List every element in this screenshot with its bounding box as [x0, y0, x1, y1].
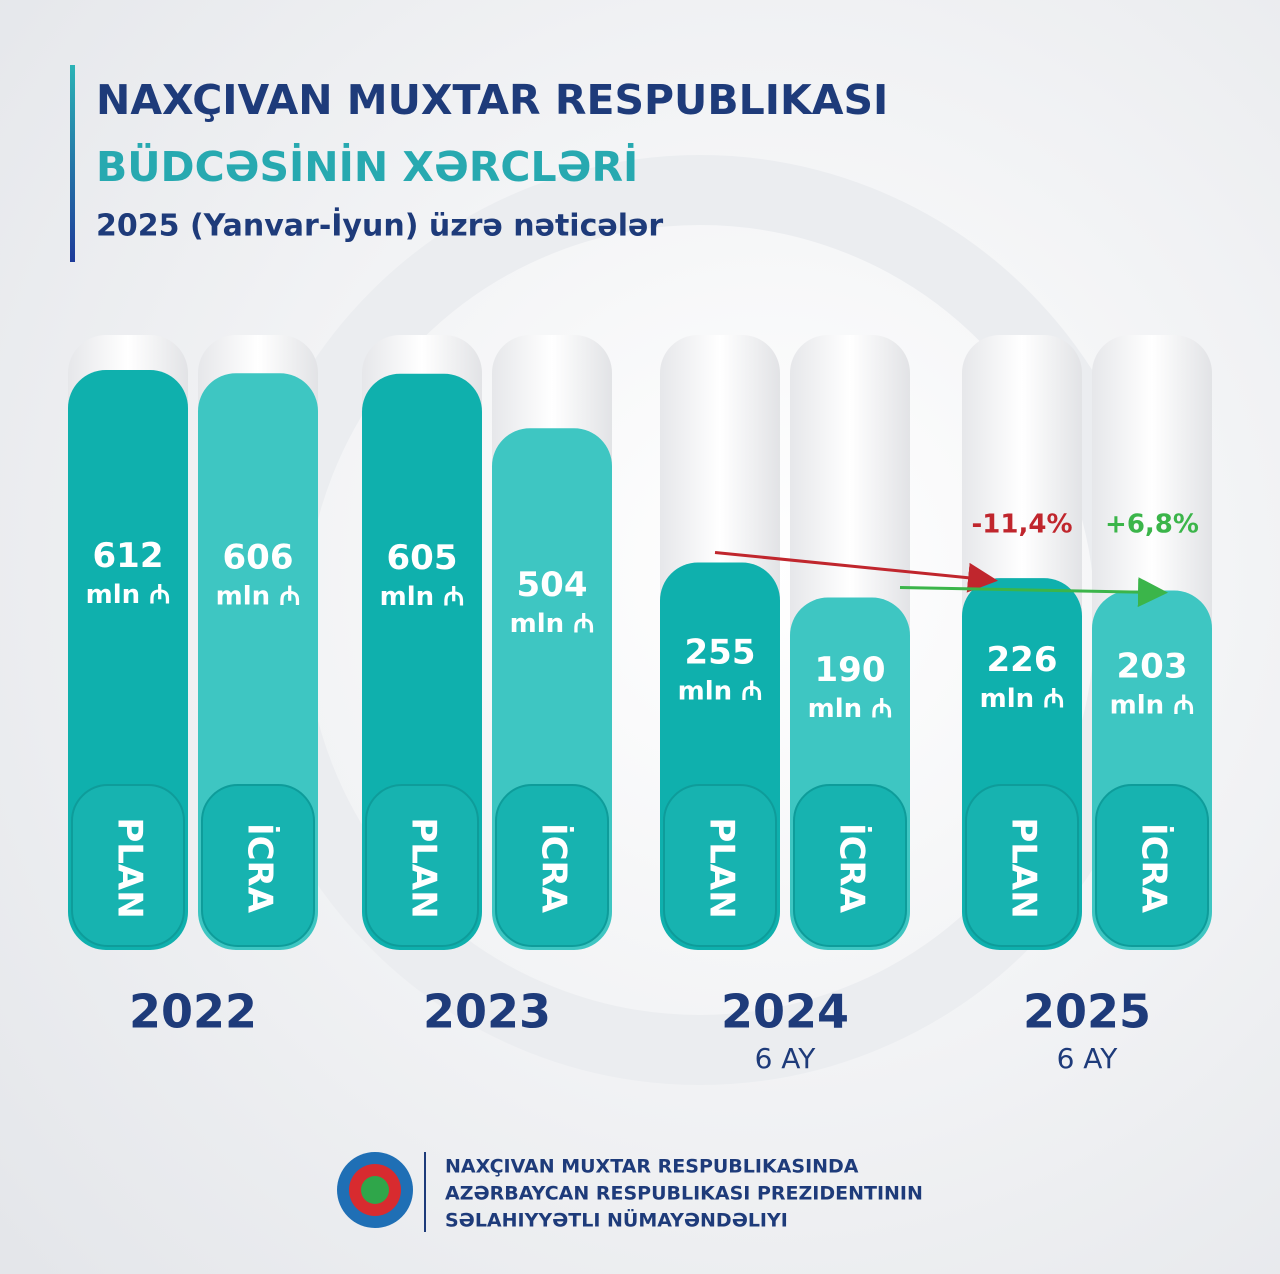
- value-label: 255: [685, 632, 756, 672]
- title: BÜDCƏSİNİN XƏRCLƏRİ: [96, 143, 638, 191]
- footer: NAXÇIVAN MUXTAR RESPUBLIKASINDA AZƏRBAYC…: [337, 1152, 923, 1232]
- bar-label-pill: [495, 784, 609, 947]
- series-label: PLAN: [1004, 817, 1044, 918]
- bar-label-pill: [365, 784, 479, 947]
- bar-label-pill: [663, 784, 777, 947]
- x-tick-label: 2023: [423, 985, 551, 1039]
- emblem: [361, 1176, 389, 1204]
- value-label: 190: [815, 650, 886, 690]
- series-label: İCRA: [240, 823, 281, 914]
- unit-label: mln ₼: [86, 580, 171, 610]
- plot: PLAN 612 mln ₼ İCRA 606 mln ₼ 2022 PLAN 605 mln ₼…: [68, 335, 1212, 1075]
- unit-label: mln ₼: [1110, 690, 1195, 720]
- change-arrow: [714, 551, 998, 593]
- period-label: 6 AY: [755, 1042, 817, 1075]
- unit-label: mln ₼: [980, 684, 1065, 714]
- series-label: PLAN: [702, 817, 742, 918]
- bar-label-pill: [1095, 784, 1209, 947]
- title: NAXÇIVAN MUXTAR RESPUBLIKASI: [96, 76, 888, 124]
- title-accent: [70, 65, 75, 262]
- annotation: -11,4%: [972, 510, 1073, 540]
- bar-label-pill: [201, 784, 315, 947]
- value-label: 612: [93, 536, 164, 576]
- subtitle: 2025 (Yanvar-İyun) üzrə nəticələr: [96, 208, 663, 244]
- unit-label: mln ₼: [380, 582, 465, 612]
- series-label: PLAN: [404, 817, 444, 918]
- unit-label: mln ₼: [216, 582, 301, 612]
- unit-label: mln ₼: [510, 609, 595, 639]
- annotation: +6,8%: [1105, 510, 1199, 540]
- value-label: 504: [517, 565, 588, 605]
- value-label: 203: [1117, 646, 1188, 686]
- footer-text: SƏLAHIYYƏTLI NÜMAYƏNDƏLIYI: [445, 1208, 788, 1232]
- unit-label: mln ₼: [808, 694, 893, 724]
- change-arrow: [899, 577, 1168, 608]
- value-label: 226: [987, 640, 1058, 680]
- series-label: PLAN: [110, 817, 150, 918]
- period-label: 6 AY: [1057, 1042, 1119, 1075]
- value-label: 605: [387, 538, 458, 578]
- bar-label-pill: [71, 784, 185, 947]
- x-tick-label: 2025: [1023, 985, 1151, 1039]
- unit-label: mln ₼: [678, 676, 763, 706]
- series-label: İCRA: [534, 823, 575, 914]
- x-tick-label: 2022: [129, 985, 257, 1039]
- footer-text: AZƏRBAYCAN RESPUBLIKASI PREZIDENTININ: [445, 1183, 923, 1205]
- bar-label-pill: [965, 784, 1079, 947]
- footer-text: NAXÇIVAN MUXTAR RESPUBLIKASINDA: [445, 1156, 859, 1178]
- series-label: İCRA: [832, 823, 873, 914]
- series-label: İCRA: [1134, 823, 1175, 914]
- value-label: 606: [223, 538, 294, 578]
- bar-label-pill: [793, 784, 907, 947]
- x-tick-label: 2024: [721, 985, 849, 1039]
